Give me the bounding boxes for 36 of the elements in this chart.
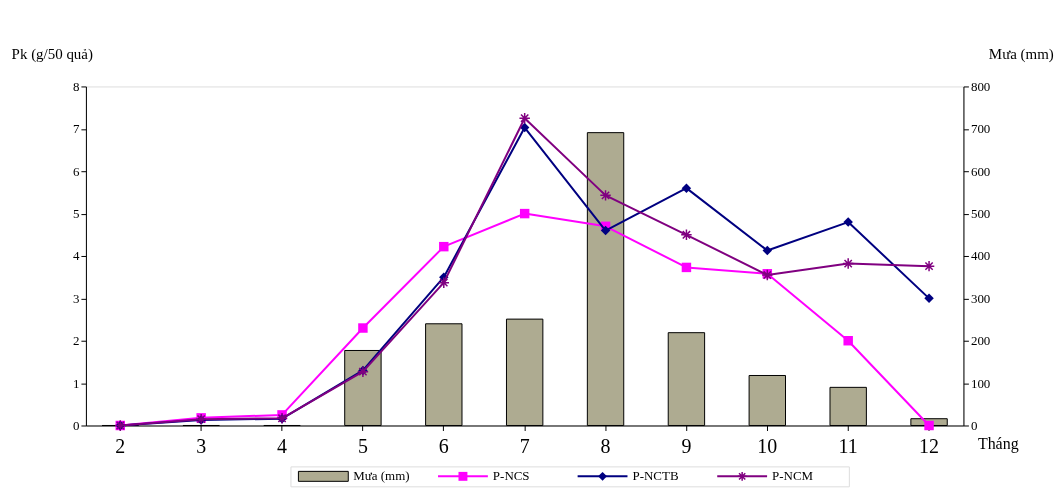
y-tick-label: 2 — [72, 333, 80, 349]
y2-tick-label: 100 — [970, 375, 991, 391]
y2-tick-label: 600 — [970, 163, 991, 179]
legend-label: Mưa (mm) — [353, 468, 410, 484]
x-tick-label: 11 — [838, 434, 858, 457]
y2-tick-label: 800 — [970, 78, 991, 94]
y2-tick-label: 200 — [970, 333, 991, 349]
x-tick-label: 8 — [600, 434, 611, 457]
legend-label: P-NCS — [492, 468, 530, 484]
y-tick-label: 1 — [72, 375, 80, 391]
legend-label: P-NCTB — [632, 468, 679, 484]
y-tick-label: 5 — [72, 206, 80, 222]
y2-axis-title: Mưa (mm) — [988, 46, 1054, 64]
legend-label: P-NCM — [772, 468, 814, 484]
y2-tick-label: 300 — [970, 290, 991, 306]
x-tick-label: 6 — [438, 434, 449, 457]
x-tick-label: 9 — [681, 434, 692, 457]
x-tick-label: 4 — [277, 434, 288, 457]
x-tick-label: 5 — [357, 434, 368, 457]
x-tick-label: 7 — [519, 434, 530, 457]
y-tick-label: 8 — [72, 78, 80, 94]
y-tick-label: 0 — [72, 417, 80, 433]
x-tick-label: 2 — [115, 434, 126, 457]
y-tick-label: 6 — [72, 163, 80, 179]
y-axis-title: Pk (g/50 quả) — [11, 46, 93, 64]
y-tick-label: 3 — [72, 290, 80, 306]
x-axis-title: Tháng — [977, 434, 1019, 453]
y2-tick-label: 400 — [970, 248, 991, 264]
y2-tick-label: 0 — [970, 417, 978, 433]
x-tick-label: 3 — [196, 434, 207, 457]
x-tick-label: 10 — [757, 434, 778, 457]
y2-tick-label: 500 — [970, 206, 991, 222]
x-tick-label: 12 — [919, 434, 940, 457]
y-tick-label: 7 — [72, 121, 80, 137]
y-tick-label: 4 — [72, 248, 80, 264]
y2-tick-label: 700 — [970, 121, 991, 137]
